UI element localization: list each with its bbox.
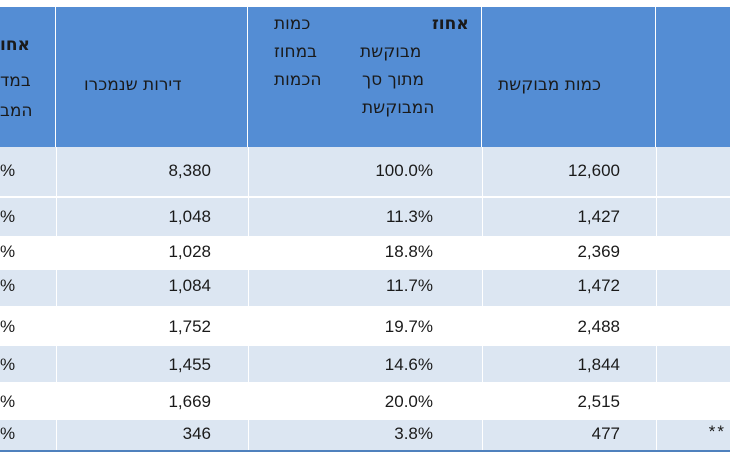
- qty-cell: 2,488: [577, 317, 620, 336]
- table-row: % 1,048 11.3% 1,427: [0, 198, 730, 236]
- pct-cell: 3.8%: [394, 424, 433, 443]
- header-pct-line-4: המבוקשת: [362, 98, 435, 118]
- note-cell: **: [708, 422, 726, 441]
- table-row: [0, 196, 730, 198]
- header-cell-percent: כמות אחוז במחוז מבוקשת הכמות מתוך סך המב…: [248, 7, 482, 147]
- table-row: % 346 3.8% 477 **: [0, 420, 730, 450]
- header-pct-line-1b: אחוז: [432, 14, 469, 34]
- sold-cell: 1,752: [168, 317, 211, 336]
- table-row: % 1,669 20.0% 2,515: [0, 382, 730, 420]
- qty-cell: 1,427: [577, 207, 620, 226]
- header-apartments-sold-label: דירות שנמכרו: [84, 75, 182, 95]
- table-row: % 1,752 19.7% 2,488: [0, 306, 730, 346]
- pct-cell: 14.6%: [384, 355, 433, 374]
- header-pct-line-3b: מתוך סך: [362, 70, 425, 90]
- header-pct-line-2b: מבוקשת: [360, 42, 422, 62]
- pct-cell: 100.0%: [375, 161, 433, 180]
- pct-cell: 18.8%: [384, 242, 433, 261]
- pct-cell: 11.3%: [386, 207, 433, 226]
- sold-cell: 346: [182, 424, 211, 443]
- header-quantity-label: כמות מבוקשת: [498, 75, 602, 95]
- sold-cell: 8,380: [168, 161, 211, 180]
- cut-cell: %: [0, 317, 16, 336]
- sold-cell: 1,084: [168, 276, 211, 295]
- header-pct-line-3a: הכמות: [274, 70, 322, 90]
- column-divider: [248, 147, 249, 450]
- column-divider: [656, 147, 657, 450]
- header-pct-line-2a: במחוז: [274, 42, 317, 62]
- cut-cell: %: [0, 207, 16, 226]
- qty-cell: 477: [591, 424, 620, 443]
- sold-cell: 1,048: [168, 207, 211, 226]
- header-cell-notes: [656, 7, 730, 147]
- pct-cell: 11.7%: [386, 276, 433, 295]
- qty-cell: 2,515: [577, 392, 620, 411]
- header-cut-line-2: במד: [0, 71, 31, 91]
- table-row: % 1,028 18.8% 2,369: [0, 236, 730, 270]
- sold-cell: 1,455: [168, 355, 211, 374]
- header-pct-line-1a: כמות: [274, 14, 311, 34]
- table-row-total: % 8,380 100.0% 12,600: [0, 147, 730, 196]
- header-cell-cut: אחו במד המב: [0, 7, 56, 147]
- table-row: % 1,084 11.7% 1,472: [0, 270, 730, 306]
- qty-cell: 1,844: [577, 355, 620, 374]
- table-row: % 1,455 14.6% 1,844: [0, 346, 730, 382]
- cut-cell: %: [0, 392, 16, 411]
- qty-cell: 2,369: [577, 242, 620, 261]
- pct-cell: 20.0%: [384, 392, 433, 411]
- table-bottom-border: [0, 450, 730, 452]
- column-divider: [56, 147, 57, 450]
- qty-cell: 12,600: [568, 161, 620, 180]
- header-cell-quantity: כמות מבוקשת: [482, 7, 656, 147]
- cut-cell: %: [0, 161, 16, 180]
- cut-cell: %: [0, 242, 16, 261]
- header-cut-line-3: המב: [0, 101, 33, 121]
- qty-cell: 1,472: [577, 276, 620, 295]
- header-cell-apartments-sold: דירות שנמכרו: [56, 7, 248, 147]
- cut-cell: %: [0, 355, 16, 374]
- sold-cell: 1,669: [168, 392, 211, 411]
- column-divider: [482, 147, 483, 450]
- header-cut-line-1: אחו: [0, 35, 30, 55]
- cut-cell: %: [0, 424, 16, 443]
- cut-cell: %: [0, 276, 16, 295]
- sold-cell: 1,028: [168, 242, 211, 261]
- pct-cell: 19.7%: [384, 317, 433, 336]
